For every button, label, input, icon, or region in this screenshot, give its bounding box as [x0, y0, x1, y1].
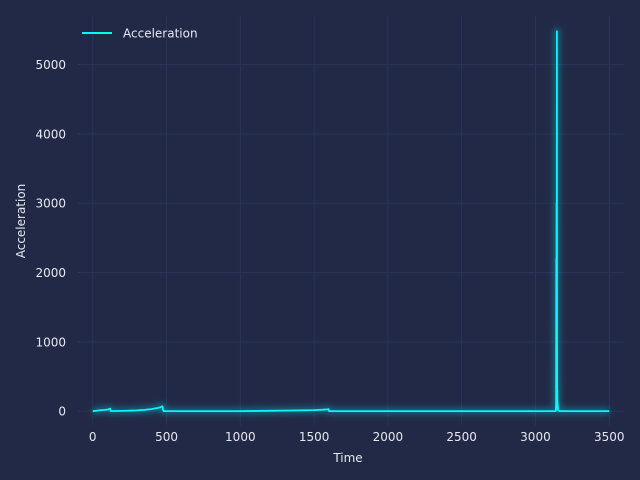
y-tick-label: 0 [58, 405, 66, 419]
legend-label-acceleration: Acceleration [123, 27, 198, 41]
y-tick-label: 1000 [35, 335, 66, 349]
x-axis-label: Time [332, 451, 362, 465]
x-tick-label: 0 [89, 430, 97, 444]
y-axis-label: Acceleration [14, 184, 28, 259]
x-tick-label: 2500 [446, 430, 477, 444]
y-tick-label: 5000 [35, 58, 66, 72]
y-tick-labels: 0 1000 2000 3000 4000 5000 [35, 58, 66, 419]
x-tick-label: 1500 [299, 430, 330, 444]
x-tick-label: 1000 [225, 430, 256, 444]
legend: Acceleration [82, 27, 198, 41]
x-tick-label: 3000 [520, 430, 551, 444]
y-tick-label: 2000 [35, 266, 66, 280]
x-tick-label: 2000 [373, 430, 404, 444]
series-lines [92, 27, 610, 415]
x-tick-label: 3500 [594, 430, 625, 444]
y-tick-label: 4000 [35, 127, 66, 141]
x-tick-labels: 0 500 1000 1500 2000 2500 3000 3500 [89, 430, 625, 444]
x-tick-label: 500 [155, 430, 178, 444]
y-tick-label: 3000 [35, 197, 66, 211]
series-line-acceleration [92, 30, 610, 413]
